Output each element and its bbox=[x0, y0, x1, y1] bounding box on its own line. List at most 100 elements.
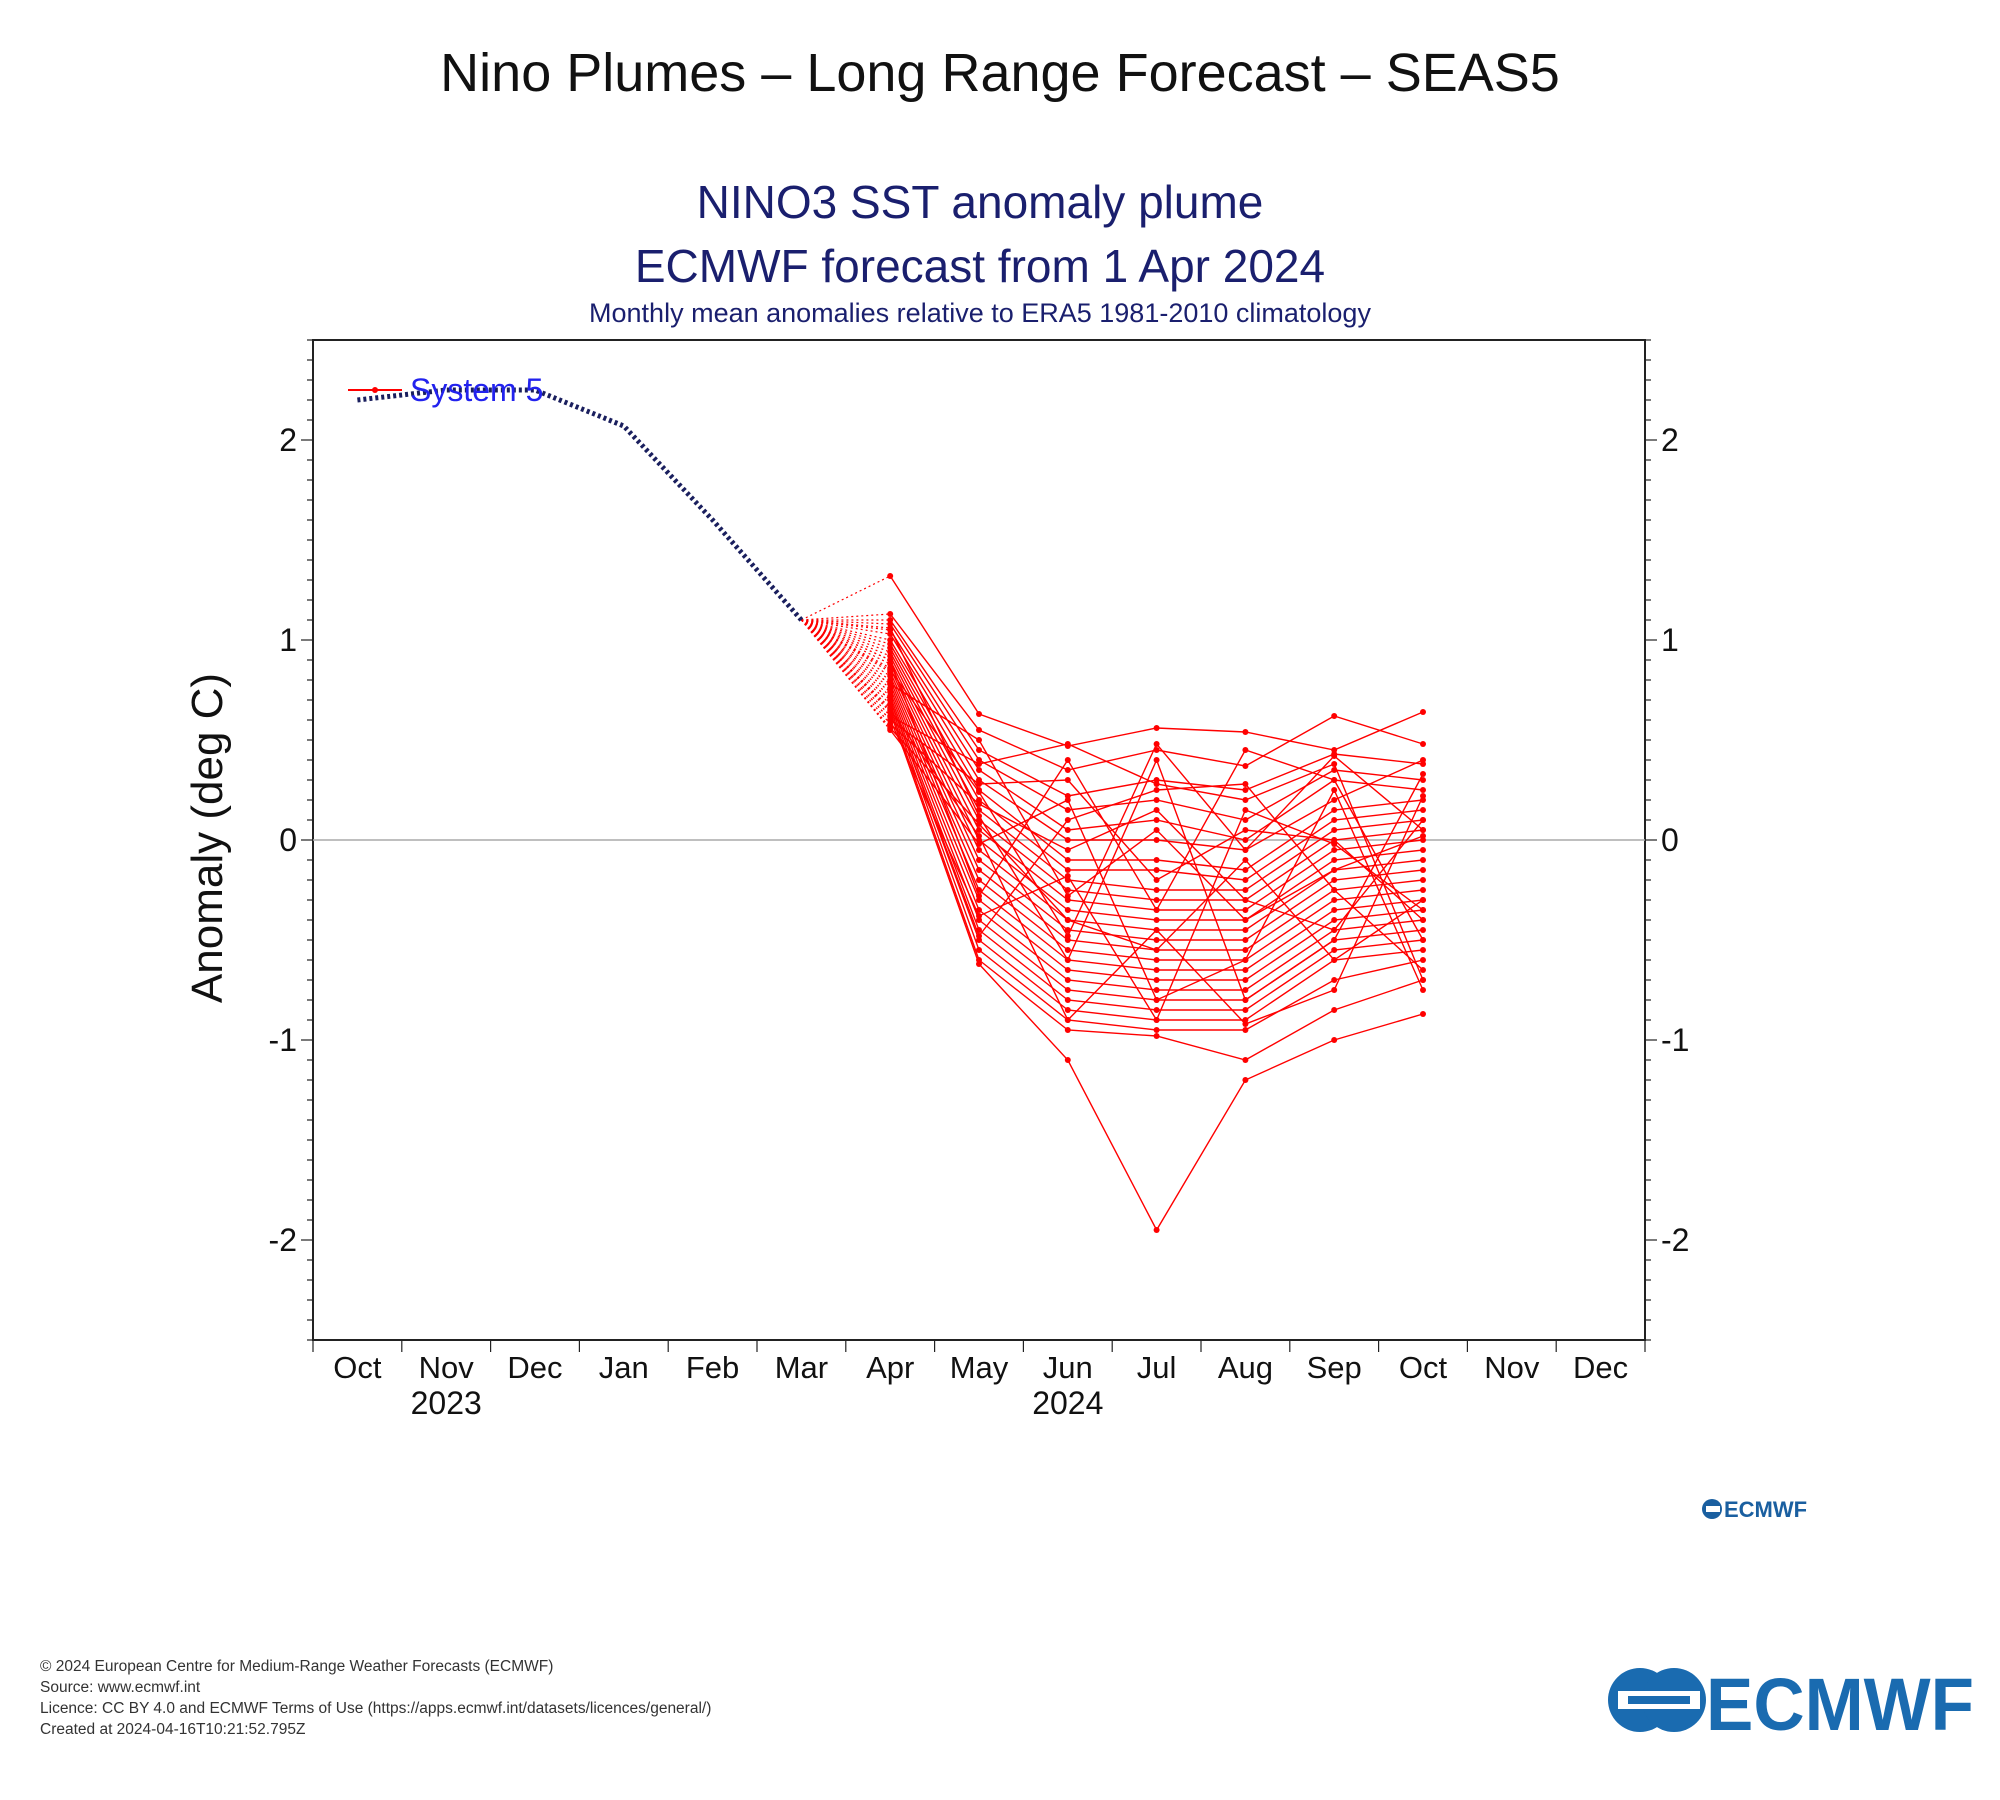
ensemble-point bbox=[1420, 741, 1426, 747]
ensemble-point bbox=[1242, 747, 1249, 753]
ensemble-point bbox=[1153, 741, 1160, 747]
ensemble-point bbox=[1331, 977, 1338, 983]
ensemble-point bbox=[887, 681, 894, 687]
x-tick-label: Jul bbox=[1137, 1350, 1177, 1385]
ensemble-point bbox=[887, 657, 894, 663]
ensemble-point bbox=[1242, 987, 1249, 993]
ensemble-connector bbox=[801, 619, 891, 673]
footer-created: Created at 2024-04-16T10:21:52.795Z bbox=[40, 1721, 306, 1738]
ensemble-point bbox=[1064, 933, 1071, 939]
ensemble-point bbox=[1064, 777, 1071, 783]
ensemble-point bbox=[976, 913, 982, 919]
ensemble-point bbox=[1242, 807, 1249, 813]
chart-title: NINO3 SST anomaly plume bbox=[697, 176, 1264, 228]
ensemble-point bbox=[976, 847, 982, 853]
ensemble-connector bbox=[801, 619, 891, 641]
ensemble-member-line bbox=[889, 647, 1424, 891]
ensemble-point bbox=[1153, 977, 1160, 983]
ensemble-point bbox=[1331, 787, 1338, 793]
ecmwf-logo[interactable]: ECMWF bbox=[1598, 1660, 1978, 1740]
ensemble-connector bbox=[801, 619, 891, 689]
ensemble-point bbox=[1331, 847, 1338, 853]
ecmwf-logo-small: ECMWF bbox=[1702, 1497, 1807, 1522]
ensemble-point bbox=[1242, 897, 1249, 903]
ensemble-point bbox=[976, 761, 982, 767]
y-tick-label: 1 bbox=[279, 622, 297, 658]
ensemble-point bbox=[976, 781, 982, 787]
ensemble-point bbox=[1242, 763, 1249, 769]
ensemble-connector bbox=[800, 619, 891, 721]
x-tick-label: May bbox=[950, 1350, 1009, 1385]
ensemble-connector bbox=[801, 619, 891, 645]
ensemble-point bbox=[1242, 887, 1249, 893]
ensemble-point bbox=[1420, 787, 1426, 793]
ensemble-connector bbox=[801, 619, 891, 671]
ensemble-point bbox=[1242, 917, 1249, 923]
ensemble-point bbox=[976, 893, 982, 899]
ensemble-member-line bbox=[889, 575, 1424, 751]
ensemble-point bbox=[1064, 837, 1071, 843]
y-tick-label-right: 1 bbox=[1661, 622, 1679, 658]
ensemble-point bbox=[1242, 877, 1249, 883]
footer-source: Source: www.ecmwf.int bbox=[40, 1679, 201, 1696]
ensemble-point bbox=[1331, 937, 1338, 943]
ensemble-connector bbox=[800, 619, 891, 709]
y-tick-label-right: 0 bbox=[1661, 822, 1679, 858]
ensemble-point bbox=[1420, 887, 1426, 893]
footer-copyright: © 2024 European Centre for Medium-Range … bbox=[40, 1658, 554, 1675]
ensemble-point bbox=[1331, 713, 1338, 719]
ensemble-point bbox=[1064, 917, 1071, 923]
ensemble-point bbox=[976, 857, 982, 863]
ensemble-connector bbox=[801, 613, 891, 621]
ensemble-point bbox=[1064, 893, 1071, 899]
ensemble-point bbox=[976, 927, 982, 933]
ensemble-point bbox=[976, 961, 982, 967]
ensemble-point bbox=[1064, 807, 1071, 813]
ensemble-point bbox=[1420, 827, 1426, 833]
chart: NINO3 SST anomaly plume ECMWF forecast f… bbox=[183, 176, 1689, 1421]
ensemble-point bbox=[1420, 917, 1426, 923]
ensemble-point bbox=[1242, 907, 1249, 913]
ensemble-point bbox=[1420, 709, 1426, 715]
ensemble-point bbox=[1242, 927, 1249, 933]
ensemble-point bbox=[1242, 1077, 1249, 1083]
ensemble-point bbox=[1153, 957, 1160, 963]
ecmwf-mark bbox=[1608, 1668, 1706, 1732]
ensemble-point bbox=[1331, 897, 1338, 903]
x-tick-label: Oct bbox=[333, 1350, 382, 1385]
ensemble-point bbox=[976, 747, 982, 753]
ensemble-point bbox=[1153, 797, 1160, 803]
ensemble-point bbox=[1064, 827, 1071, 833]
ensemble-point bbox=[1331, 761, 1338, 767]
chart-subtitle: Monthly mean anomalies relative to ERA5 … bbox=[589, 298, 1371, 328]
ensemble-point bbox=[1420, 793, 1426, 799]
ensemble-point bbox=[1153, 917, 1160, 923]
ensemble-point bbox=[1331, 867, 1338, 873]
ensemble-point bbox=[976, 821, 982, 827]
ensemble-point bbox=[1420, 847, 1426, 853]
ensemble-point bbox=[1153, 947, 1160, 953]
ensemble-point bbox=[1064, 1027, 1071, 1033]
y-tick-label: 2 bbox=[279, 422, 297, 458]
ensemble-point bbox=[976, 813, 982, 819]
ensemble-point bbox=[1242, 997, 1249, 1003]
y-axis-label: Anomaly (deg C) bbox=[183, 673, 232, 1003]
ensemble-point bbox=[1331, 957, 1338, 963]
ensemble-point bbox=[1153, 987, 1160, 993]
ensemble-point bbox=[1064, 741, 1071, 747]
ensemble-point bbox=[1331, 797, 1338, 803]
ecmwf-logo-text: ECMWF bbox=[1706, 1663, 1974, 1740]
ensemble-connector bbox=[801, 619, 891, 649]
ensemble-point bbox=[1420, 927, 1426, 933]
ensemble-point bbox=[1064, 1057, 1071, 1063]
ensemble-point bbox=[1331, 907, 1338, 913]
legend-label: System 5 bbox=[410, 372, 543, 408]
ensemble-point bbox=[1420, 877, 1426, 883]
y-tick-label: -2 bbox=[269, 1222, 297, 1258]
ensemble-point bbox=[1331, 807, 1338, 813]
ensemble-point bbox=[976, 947, 982, 953]
ensemble-connector bbox=[801, 575, 891, 621]
ensemble-point bbox=[1153, 747, 1160, 753]
x-tick-label: Dec bbox=[1573, 1350, 1628, 1385]
ensemble-point bbox=[1242, 1057, 1249, 1063]
